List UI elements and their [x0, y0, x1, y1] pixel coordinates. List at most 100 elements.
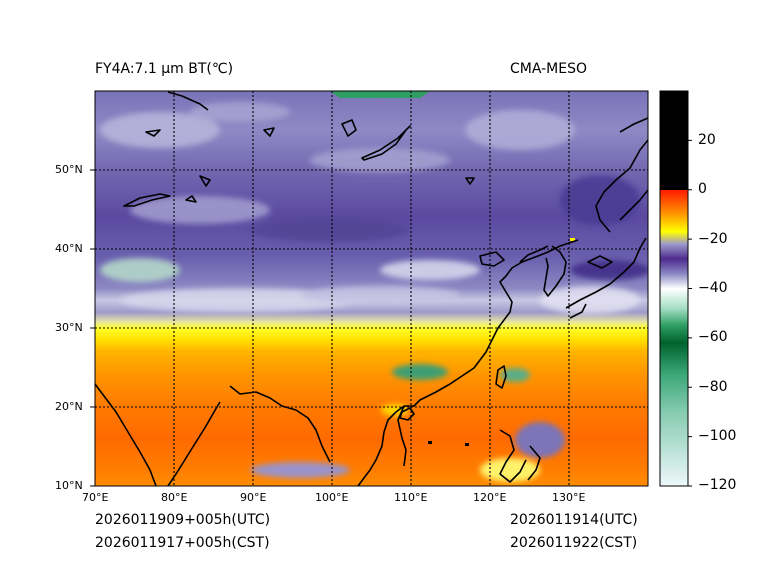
colorbar-band — [660, 130, 688, 132]
colorbar-band — [660, 243, 688, 245]
colorbar-band — [660, 306, 688, 308]
colorbar-band — [660, 202, 688, 204]
colorbar-band — [660, 149, 688, 151]
colorbar-band — [660, 440, 688, 442]
colorbar-band — [660, 338, 688, 340]
colorbar-band — [660, 109, 688, 111]
colorbar-band — [660, 414, 688, 416]
colorbar-band — [660, 484, 688, 486]
colorbar-band — [660, 151, 688, 153]
colorbar-band — [660, 219, 688, 221]
colorbar-band — [660, 433, 688, 435]
colorbar-band — [660, 374, 688, 376]
colorbar-band — [660, 478, 688, 480]
colorbar-band — [660, 479, 688, 481]
colorbar-band — [660, 95, 688, 97]
colorbar-band — [660, 344, 688, 346]
colorbar-band — [660, 126, 688, 128]
colorbar-band — [660, 221, 688, 223]
colorbar-band — [660, 417, 688, 419]
colorbar-band — [660, 327, 688, 329]
colorbar-band — [660, 105, 688, 107]
colorbar-band — [660, 425, 688, 427]
colorbar-band — [660, 352, 688, 354]
colorbar-band — [660, 214, 688, 216]
colorbar-band — [660, 435, 688, 437]
colorbar-band — [660, 350, 688, 352]
colorbar-band — [660, 106, 688, 108]
colorbar-band — [660, 360, 688, 362]
colorbar-band — [660, 132, 688, 134]
colorbar-band — [660, 377, 688, 379]
colorbar-band — [660, 206, 688, 208]
colorbar-band — [660, 251, 688, 253]
colorbar-band — [660, 160, 688, 162]
colorbar-band — [660, 135, 688, 137]
colorbar-band — [660, 441, 688, 443]
colorbar-band — [660, 467, 688, 469]
colorbar-band — [660, 472, 688, 474]
colorbar-band — [660, 255, 688, 257]
colorbar-band — [660, 324, 688, 326]
colorbar-band — [660, 225, 688, 227]
colorbar-band — [660, 367, 688, 369]
colorbar-band — [660, 455, 688, 457]
colorbar-band — [660, 274, 688, 276]
colorbar-band — [660, 207, 688, 209]
colorbar-band — [660, 317, 688, 319]
colorbar-band — [660, 218, 688, 220]
colorbar-band — [660, 430, 688, 432]
colorbar-band — [660, 96, 688, 98]
colorbar-band — [660, 309, 688, 311]
colorbar-band — [660, 358, 688, 360]
lon-tick-70: 70°E — [82, 491, 109, 504]
colorbar-band — [660, 298, 688, 300]
colorbar-band — [660, 321, 688, 323]
colorbar-band — [660, 258, 688, 260]
colorbar-band — [660, 216, 688, 218]
colorbar-band — [660, 253, 688, 255]
colorbar-band — [660, 400, 688, 402]
colorbar-band — [660, 408, 688, 410]
colorbar-band — [660, 429, 688, 431]
colorbar-band — [660, 458, 688, 460]
colorbar-band — [660, 146, 688, 148]
colorbar-band — [660, 284, 688, 286]
colorbar-band — [660, 107, 688, 109]
colorbar-band — [660, 304, 688, 306]
colorbar-band — [660, 262, 688, 264]
colorbar-band — [660, 174, 688, 176]
colorbar-band — [660, 244, 688, 246]
colorbar-band — [660, 464, 688, 466]
colorbar-band — [660, 331, 688, 333]
colorbar-band — [660, 438, 688, 440]
colorbar-band — [660, 187, 688, 189]
colorbar-band — [660, 182, 688, 184]
colorbar-band — [660, 432, 688, 434]
cbar-tick-m40: −40 — [698, 280, 728, 296]
colorbar-band — [660, 380, 688, 382]
colorbar-band — [660, 283, 688, 285]
colorbar-band — [660, 186, 688, 188]
colorbar-band — [660, 197, 688, 199]
colorbar-band — [660, 423, 688, 425]
colorbar-band — [660, 176, 688, 178]
colorbar-band — [660, 94, 688, 96]
colorbar-band — [660, 272, 688, 274]
colorbar-band — [660, 142, 688, 144]
colorbar-band — [660, 227, 688, 229]
colorbar-band — [660, 265, 688, 267]
colorbar-band — [660, 260, 688, 262]
colorbar-band — [660, 363, 688, 365]
colorbar-band — [660, 319, 688, 321]
colorbar-band — [660, 215, 688, 217]
colorbar-band — [660, 390, 688, 392]
colorbar-band — [660, 449, 688, 451]
colorbar-band — [660, 150, 688, 152]
colorbar-band — [660, 468, 688, 470]
colorbar-band — [660, 229, 688, 231]
colorbar-band — [660, 366, 688, 368]
colorbar-band — [660, 113, 688, 115]
colorbar-band — [660, 147, 688, 149]
